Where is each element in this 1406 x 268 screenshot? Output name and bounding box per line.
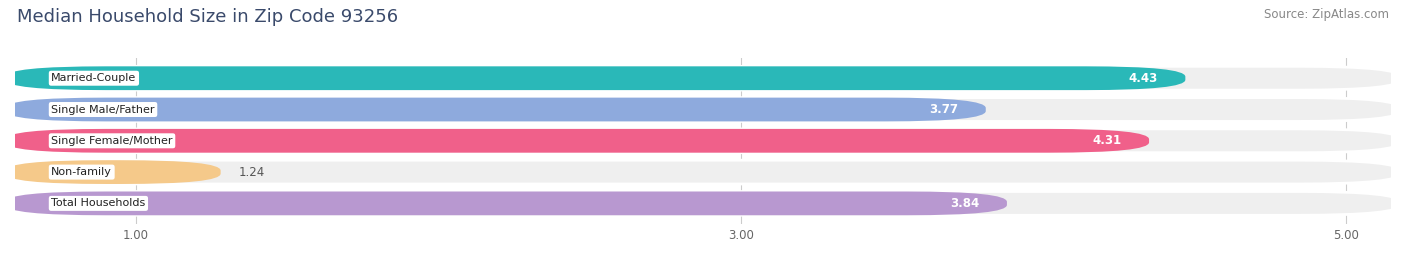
Text: Non-family: Non-family (51, 167, 112, 177)
FancyBboxPatch shape (6, 160, 221, 184)
FancyBboxPatch shape (6, 66, 1185, 90)
FancyBboxPatch shape (6, 192, 1400, 215)
FancyBboxPatch shape (6, 129, 1400, 153)
Text: Single Male/Father: Single Male/Father (51, 105, 155, 114)
Text: Total Households: Total Households (51, 198, 146, 209)
Text: 4.31: 4.31 (1092, 134, 1122, 147)
Text: 3.77: 3.77 (929, 103, 959, 116)
FancyBboxPatch shape (6, 98, 986, 121)
FancyBboxPatch shape (6, 160, 1400, 184)
Text: 3.84: 3.84 (950, 197, 980, 210)
Text: Married-Couple: Married-Couple (51, 73, 136, 83)
Text: Single Female/Mother: Single Female/Mother (51, 136, 173, 146)
Text: Median Household Size in Zip Code 93256: Median Household Size in Zip Code 93256 (17, 8, 398, 26)
Text: Source: ZipAtlas.com: Source: ZipAtlas.com (1264, 8, 1389, 21)
FancyBboxPatch shape (6, 129, 1149, 153)
Text: 4.43: 4.43 (1129, 72, 1159, 85)
FancyBboxPatch shape (6, 98, 1400, 121)
FancyBboxPatch shape (6, 66, 1400, 90)
FancyBboxPatch shape (6, 192, 1007, 215)
Text: 1.24: 1.24 (239, 166, 266, 178)
